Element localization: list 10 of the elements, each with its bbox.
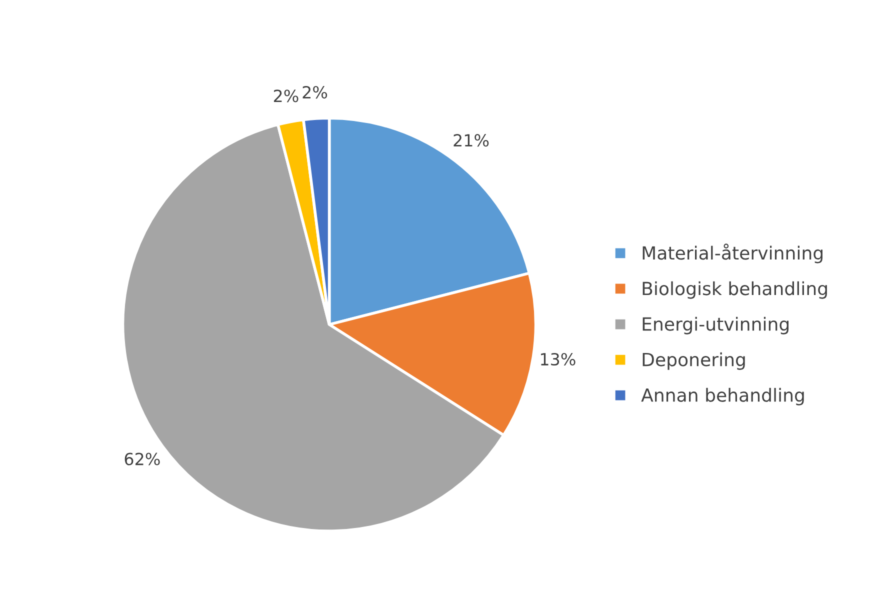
data-label: 2% — [274, 90, 298, 102]
legend-label: Annan behandling — [641, 388, 804, 406]
legend-label: Energi-utvinning — [642, 316, 789, 334]
data-label: 13% — [541, 352, 576, 366]
legend-label: Biologisk behandling — [642, 281, 827, 299]
legend-label: Deponering — [642, 352, 745, 370]
data-label: 62% — [124, 452, 160, 466]
legend-label: Material-återvinning — [642, 244, 822, 264]
data-label: 2% — [302, 86, 328, 99]
data-label: 21% — [454, 134, 489, 147]
